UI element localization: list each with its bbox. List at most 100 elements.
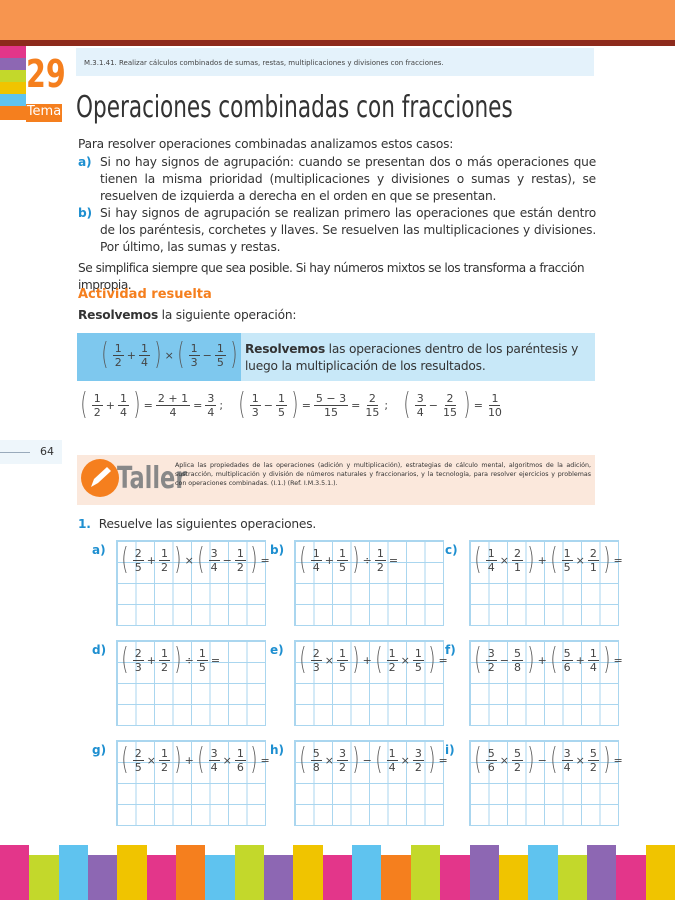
numerator: 1: [234, 546, 246, 561]
symbol: ): [428, 642, 436, 677]
answer-grid: (5 8 × 3 2) −(1 4 × 3 2) =: [294, 740, 448, 826]
topic-label: Tema: [26, 104, 62, 122]
answer-grid: (2 3 × 1 5) +(1 2 × 1 5) =: [294, 640, 448, 726]
denominator: 15: [443, 405, 457, 419]
symbol: ): [133, 387, 141, 422]
symbol: (: [474, 542, 482, 577]
numerator: 1: [158, 546, 170, 561]
steps: (1 2 +1 4) = 2 + 1 4 = 3 4;(1 3−1 5) = 5 − 3 15 = 2 15;(3…: [78, 388, 506, 422]
symbol: =: [351, 398, 361, 412]
symbol: +: [146, 553, 156, 567]
top-line: [0, 40, 675, 46]
stripe: [176, 845, 206, 900]
code: M.3.1.41. Realizar cálculos combinados d…: [84, 59, 444, 67]
expression: (3 4−2 15) = 1 10: [401, 388, 506, 422]
numerator: 3: [208, 746, 220, 761]
expression: (1 2 +1 4) = 2 + 1 4 = 3 4;: [78, 388, 224, 422]
denominator: 10: [487, 405, 502, 419]
stripe: [557, 855, 587, 900]
denominator: 3: [312, 660, 320, 674]
denominator: 2: [160, 760, 168, 774]
denominator: 6: [487, 760, 495, 774]
case-text: Si no hay signos de agrupación: cuando s…: [100, 155, 596, 203]
symbol: ): [230, 337, 238, 372]
item-letter: i): [445, 743, 455, 757]
denominator: 4: [210, 560, 218, 574]
denominator: 2: [93, 405, 101, 419]
denominator: 5: [338, 560, 346, 574]
symbol: ): [527, 742, 535, 777]
activity-title: Actividad resuelta: [78, 287, 212, 302]
symbol: =: [193, 398, 203, 412]
denominator: 4: [140, 355, 148, 369]
denominator: 2: [114, 355, 122, 369]
symbol: +: [324, 553, 334, 567]
symbol: (: [121, 742, 129, 777]
numerator: 5: [561, 646, 573, 661]
numerator: 5: [310, 746, 322, 761]
symbol: =: [301, 398, 311, 412]
symbol: =: [143, 398, 153, 412]
symbol: ×: [146, 753, 156, 767]
numerator: 1: [412, 646, 424, 661]
numerator: 1: [275, 391, 287, 406]
case-letter: b): [78, 206, 92, 220]
expression: (1 2 +1 4) ×(1 3−1 5): [99, 338, 240, 372]
pencil-icon: [81, 459, 119, 497]
symbol: ): [250, 742, 258, 777]
symbol: (: [238, 387, 246, 422]
numerator: 2: [511, 546, 523, 561]
symbol: +: [126, 348, 136, 362]
numerator: 1: [91, 391, 103, 406]
stripe: [146, 855, 177, 900]
symbol: +: [105, 398, 115, 412]
expression-holder: (3 4−2 15) = 1 10: [401, 388, 506, 422]
numerator: 2: [310, 646, 322, 661]
symbol: +: [184, 753, 194, 767]
symbol: ): [527, 542, 535, 577]
stripe: [528, 845, 558, 900]
denominator: 2: [376, 560, 384, 574]
symbol: ): [291, 387, 299, 422]
exercise-prompt: 1. Resuelve las siguientes operaciones.: [78, 516, 316, 533]
denominator: 2: [513, 760, 521, 774]
symbol: −: [499, 653, 509, 667]
stripe: [586, 845, 617, 900]
code-box: M.3.1.41. Realizar cálculos combinados d…: [76, 48, 594, 76]
expression: (5 8 × 3 2) −(1 4 × 3 2) =: [297, 743, 449, 777]
symbol: =: [613, 553, 623, 567]
denominator: 5: [414, 660, 422, 674]
item-letter: c): [445, 543, 458, 557]
bottom-band: [0, 845, 675, 900]
denominator: 5: [277, 405, 285, 419]
expression-holder: (5 8 × 3 2) −(1 4 × 3 2) =: [297, 743, 449, 777]
numerator: 3: [485, 646, 497, 661]
numerator: 1: [561, 546, 573, 561]
symbol: (: [550, 542, 558, 577]
expression-holder: (2 3 × 1 5) +(1 2 × 1 5) =: [297, 643, 449, 677]
numerator: 1: [310, 546, 322, 561]
symbol: (: [403, 387, 411, 422]
numerator: 1: [234, 746, 246, 761]
page-badge: 64: [0, 440, 62, 464]
numerator: 1: [386, 646, 398, 661]
answer-grid: (3 2−5 8) +(5 6 +1 4) =: [469, 640, 623, 726]
symbol: +: [146, 653, 156, 667]
fraction: 5 − 3 15: [313, 392, 349, 419]
stripe: [0, 845, 30, 900]
answer-grid: (2 3 +1 2) ÷ 1 5 =: [116, 640, 266, 726]
